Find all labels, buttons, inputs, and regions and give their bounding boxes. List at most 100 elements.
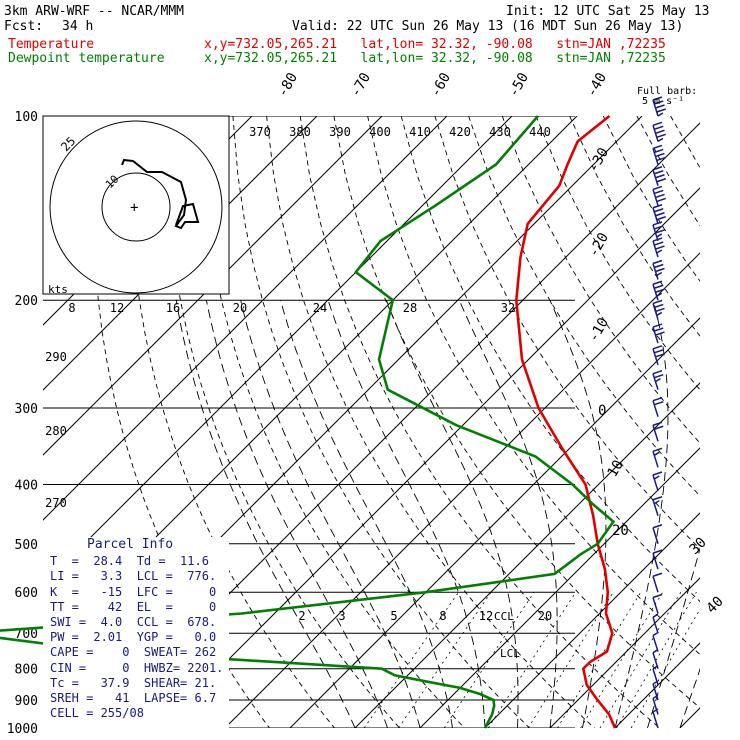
- wind-barb: [652, 421, 664, 442]
- dry-adiabat: [434, 116, 700, 550]
- isotherm-line: [419, 447, 700, 728]
- theta-e-label: 410: [409, 125, 431, 139]
- mixing-ratio-label: 3: [338, 609, 345, 623]
- theta-e-label: 370: [249, 125, 271, 139]
- parcel-info-row: Tc = 37.9 SHEAR= 21.: [50, 675, 217, 690]
- wind-barb: [652, 369, 664, 390]
- mixing-ratio-label: 20: [233, 301, 247, 315]
- mixing-ratio-line: [630, 608, 700, 728]
- pressure-tick-label: 600: [15, 586, 38, 601]
- dry-adiabat: [602, 116, 700, 282]
- wind-barb: [652, 397, 664, 417]
- hodograph-axis-label: kts: [48, 283, 68, 296]
- wind-barb: [652, 221, 665, 242]
- isotherm-label: -60: [428, 70, 455, 100]
- wind-barb: [652, 447, 663, 468]
- lcl-marker-label: LCL: [500, 647, 520, 660]
- wind-barb: [652, 524, 663, 544]
- mixing-ratio-label: 12: [110, 301, 124, 315]
- parcel-info-row: CAPE = 0 SWEAT= 262: [50, 645, 217, 660]
- pressure-tick-label: 400: [15, 478, 38, 493]
- isotherm-line: [289, 317, 700, 728]
- parcel-info-row: LI = 3.3 LCL = 776.: [50, 569, 217, 584]
- dry-adiabat: [704, 116, 740, 728]
- dry-adiabat: [636, 116, 700, 227]
- forecast-hour: 34 h: [62, 19, 94, 34]
- wind-barb: [652, 708, 659, 729]
- parcel-info-title: Parcel Info: [87, 537, 174, 552]
- wind-barbs: [652, 96, 666, 729]
- wind-legend-units: 5 m s⁻¹: [642, 96, 684, 107]
- moist-adiabat: [205, 300, 388, 728]
- moist-adiabat: [679, 667, 700, 728]
- dry-adiabat: [198, 116, 465, 728]
- isotherm-line: [43, 116, 383, 456]
- theta-label: 290: [45, 350, 67, 364]
- isotherm-line: [679, 707, 700, 728]
- theta-e-label: 440: [529, 125, 551, 139]
- valid-time: Valid: 22 UTC Sun 26 May 13 (16 MDT Sun …: [292, 19, 684, 34]
- isotherm-label: 10: [605, 457, 627, 480]
- isotherm-label: -40: [584, 70, 611, 100]
- mixing-ratio-label: 28: [403, 301, 417, 315]
- mixing-ratio-line: [527, 591, 614, 728]
- wind-barb: [652, 471, 663, 492]
- parcel-info-row: SREH = 41 LAPSE= 6.7: [50, 691, 217, 706]
- dry-adiabat: [367, 116, 700, 656]
- wind-barb: [652, 204, 666, 224]
- moist-adiabat: [280, 300, 453, 728]
- wind-barb: [652, 166, 666, 186]
- hodograph-inner-ring: [101, 172, 171, 242]
- dry-adiabat: [670, 116, 700, 169]
- parcel-info-row: PW = 2.01 YGP = 0.0: [50, 630, 217, 645]
- wind-barb: [652, 572, 663, 593]
- theta-e-label: 430: [489, 125, 511, 139]
- pressure-tick-label: 700: [15, 627, 38, 642]
- dry-adiabat: [333, 116, 700, 709]
- hodograph-outer-ring: [49, 120, 223, 294]
- mixing-ratio-label: 24: [313, 301, 327, 315]
- dry-adiabat: [299, 116, 660, 728]
- pressure-tick-label: 100: [15, 110, 38, 125]
- dry-adiabat: [93, 116, 270, 728]
- moist-adiabat: [240, 300, 421, 728]
- mixing-ratio-label: 8: [68, 301, 75, 315]
- theta-label: 280: [45, 424, 67, 438]
- isotherm-label: -50: [506, 70, 533, 100]
- isotherm-label: 40: [704, 594, 727, 617]
- wind-barb: [652, 280, 665, 301]
- isotherm-line: [224, 252, 700, 728]
- isotherm-line: [549, 577, 700, 728]
- wind-barb: [652, 121, 666, 142]
- isotherm-label: -10: [586, 315, 613, 345]
- ccl-marker-label: CCL: [494, 610, 514, 623]
- mixing-ratio-label: 12: [479, 609, 493, 623]
- wind-barb: [652, 299, 665, 320]
- parcel-info-panel: Parcel Info T = 28.4 Td = 11.6 LI = 3.3 …: [43, 537, 229, 732]
- moist-adiabat: [385, 300, 519, 728]
- wind-barb: [652, 613, 659, 634]
- theta-label: 270: [45, 496, 67, 510]
- dewpoint-profile: [0, 115, 616, 729]
- dry-adiabat: [266, 116, 595, 728]
- isotherm-label: -80: [275, 70, 302, 100]
- isotherm-line: [484, 512, 700, 728]
- theta-e-label: 390: [329, 125, 351, 139]
- mixing-ratio-line: [557, 591, 642, 728]
- pressure-tick-label: 900: [15, 694, 38, 709]
- theta-e-label: 400: [369, 125, 391, 139]
- model-title: 3km ARW-WRF -- NCAR/MMM: [4, 4, 185, 19]
- wind-barb: [652, 631, 659, 652]
- mixing-ratio-label: 8: [439, 609, 446, 623]
- moist-adiabat: [327, 300, 486, 728]
- init-time: Init: 12 UTC Sat 25 May 13: [506, 4, 710, 19]
- wind-barb: [652, 259, 665, 280]
- wind-barb: [652, 694, 659, 715]
- temperature-profile: [514, 114, 617, 729]
- moist-adiabat: [175, 300, 356, 728]
- isotherm-line: [43, 116, 513, 586]
- wind-barb: [652, 680, 659, 701]
- theta-e-label: 420: [449, 125, 471, 139]
- parcel-info-row: TT = 42 EL = 0: [50, 599, 217, 614]
- hodograph: 25 10 +: [42, 115, 230, 295]
